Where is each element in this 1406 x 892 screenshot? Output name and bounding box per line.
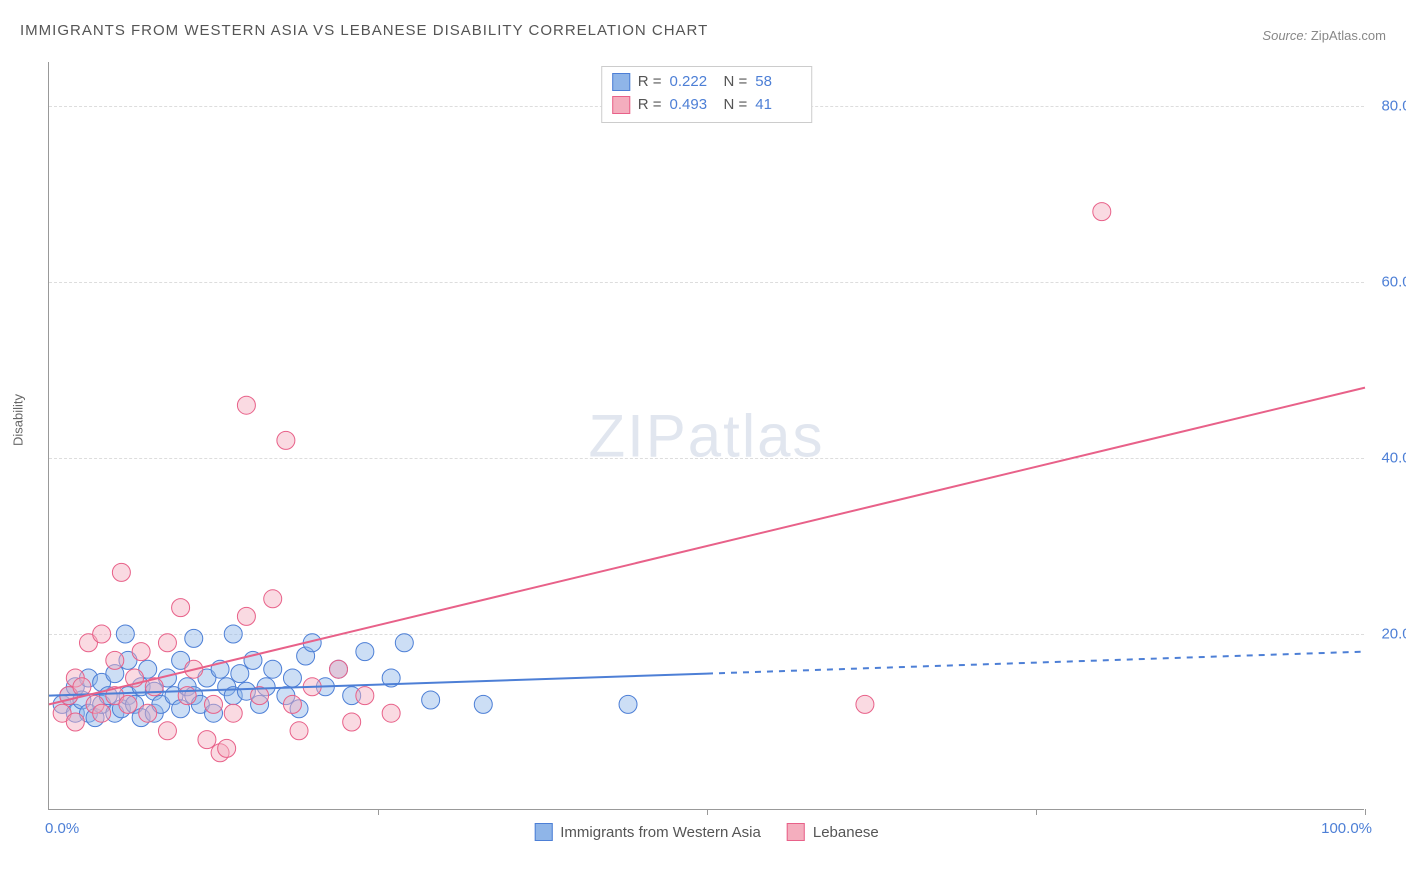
x-tick bbox=[1036, 809, 1037, 815]
scatter-point bbox=[619, 695, 637, 713]
chart-title: IMMIGRANTS FROM WESTERN ASIA VS LEBANESE… bbox=[20, 22, 708, 39]
plot-area: ZIPatlas 20.0% 40.0% 60.0% 80.0% 0.0% 10… bbox=[48, 62, 1364, 810]
scatter-point bbox=[73, 678, 91, 696]
scatter-point bbox=[264, 660, 282, 678]
scatter-point bbox=[237, 396, 255, 414]
y-tick-label: 60.0% bbox=[1381, 274, 1406, 291]
x-tick-label-start: 0.0% bbox=[45, 820, 79, 837]
source-label: Source: bbox=[1262, 28, 1307, 43]
x-tick bbox=[378, 809, 379, 815]
scatter-point bbox=[422, 691, 440, 709]
scatter-point bbox=[474, 695, 492, 713]
scatter-point bbox=[66, 713, 84, 731]
scatter-point bbox=[119, 695, 137, 713]
scatter-point bbox=[139, 704, 157, 722]
chart-svg bbox=[49, 62, 1364, 809]
scatter-point bbox=[178, 687, 196, 705]
y-tick-label: 80.0% bbox=[1381, 98, 1406, 115]
scatter-point bbox=[264, 590, 282, 608]
scatter-point bbox=[237, 607, 255, 625]
scatter-point bbox=[93, 704, 111, 722]
legend-label: Immigrants from Western Asia bbox=[560, 824, 761, 841]
trend-line-dashed bbox=[707, 652, 1365, 674]
scatter-point bbox=[198, 731, 216, 749]
scatter-point bbox=[218, 739, 236, 757]
scatter-point bbox=[224, 625, 242, 643]
legend-item: Immigrants from Western Asia bbox=[534, 823, 761, 841]
x-tick bbox=[707, 809, 708, 815]
scatter-point bbox=[356, 643, 374, 661]
scatter-point bbox=[856, 695, 874, 713]
scatter-point bbox=[356, 687, 374, 705]
legend-item: Lebanese bbox=[787, 823, 879, 841]
source-attribution: Source: ZipAtlas.com bbox=[1262, 28, 1386, 43]
x-tick-label-end: 100.0% bbox=[1321, 820, 1372, 837]
scatter-point bbox=[395, 634, 413, 652]
scatter-point bbox=[330, 660, 348, 678]
scatter-point bbox=[116, 625, 134, 643]
scatter-point bbox=[343, 713, 361, 731]
scatter-point bbox=[224, 704, 242, 722]
scatter-point bbox=[185, 629, 203, 647]
scatter-point bbox=[205, 695, 223, 713]
y-tick-label: 40.0% bbox=[1381, 450, 1406, 467]
scatter-point bbox=[93, 625, 111, 643]
legend-label: Lebanese bbox=[813, 824, 879, 841]
legend-swatch bbox=[787, 823, 805, 841]
scatter-point bbox=[106, 651, 124, 669]
y-axis-label: Disability bbox=[11, 394, 26, 446]
scatter-point bbox=[132, 643, 150, 661]
scatter-point bbox=[158, 722, 176, 740]
scatter-point bbox=[172, 599, 190, 617]
scatter-point bbox=[158, 634, 176, 652]
scatter-point bbox=[112, 563, 130, 581]
scatter-point bbox=[231, 665, 249, 683]
scatter-point bbox=[283, 669, 301, 687]
scatter-point bbox=[382, 704, 400, 722]
trend-line bbox=[49, 388, 1365, 705]
x-tick bbox=[1365, 809, 1366, 815]
scatter-point bbox=[283, 695, 301, 713]
bottom-legend: Immigrants from Western Asia Lebanese bbox=[534, 823, 879, 841]
legend-swatch bbox=[534, 823, 552, 841]
scatter-point bbox=[277, 431, 295, 449]
scatter-point bbox=[290, 722, 308, 740]
y-tick-label: 20.0% bbox=[1381, 626, 1406, 643]
source-value: ZipAtlas.com bbox=[1311, 28, 1386, 43]
scatter-point bbox=[1093, 203, 1111, 221]
